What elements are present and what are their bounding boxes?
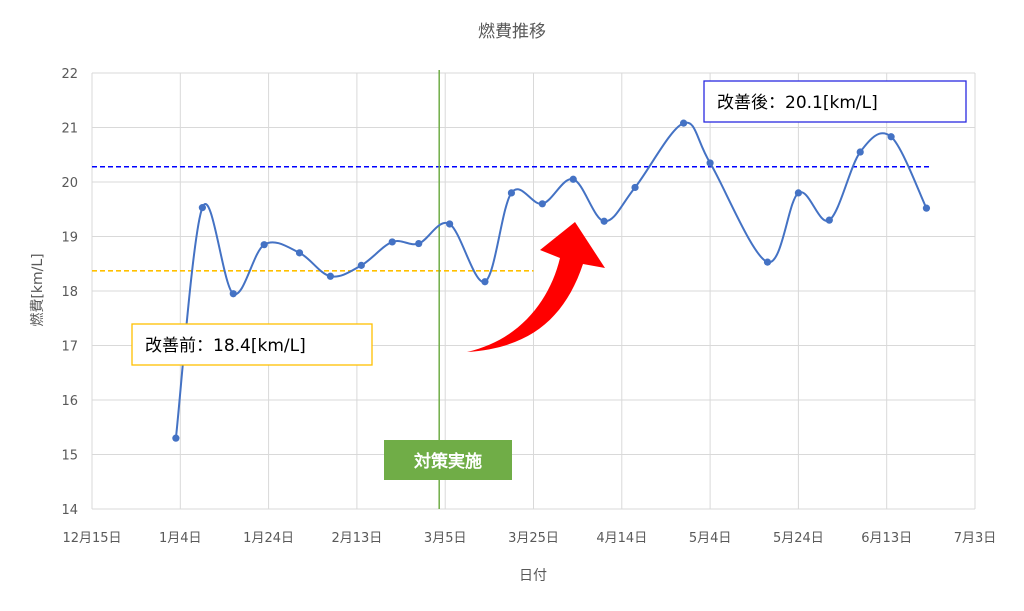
improvement-arrow xyxy=(467,222,605,352)
reference-lines xyxy=(92,165,931,272)
x-tick-label: 1月4日 xyxy=(159,531,202,546)
x-tick-label: 12月15日 xyxy=(62,531,121,546)
data-point xyxy=(295,249,304,257)
data-point xyxy=(388,238,396,246)
event-badge xyxy=(384,440,512,480)
data-point xyxy=(922,204,931,212)
x-tick-label: 3月5日 xyxy=(424,531,467,546)
grid-lines xyxy=(91,72,976,510)
x-tick-label: 6月13日 xyxy=(861,531,912,546)
data-point xyxy=(825,216,833,224)
data-point xyxy=(569,175,577,183)
y-tick-label: 22 xyxy=(61,67,78,82)
x-tick-label: 1月24日 xyxy=(243,531,294,546)
data-point xyxy=(446,220,454,228)
y-tick-label: 16 xyxy=(61,394,78,409)
x-tick-label: 5月24日 xyxy=(773,531,824,546)
data-point xyxy=(229,290,237,298)
after-average-box xyxy=(703,80,967,123)
y-tick-label: 19 xyxy=(61,231,78,246)
data-point xyxy=(538,200,546,208)
before-average-label: 改善前：18.4[km/L] xyxy=(145,336,306,356)
data-point xyxy=(357,261,365,269)
series-group xyxy=(172,119,931,442)
x-tick-label: 7月3日 xyxy=(954,531,997,546)
data-point xyxy=(794,189,803,197)
event-badge-label: 対策実施 xyxy=(413,451,482,472)
data-point xyxy=(706,159,714,167)
data-point xyxy=(481,278,489,286)
y-tick-label: 17 xyxy=(61,340,78,355)
data-point xyxy=(172,434,180,442)
data-point xyxy=(600,217,608,225)
data-point xyxy=(631,183,639,192)
data-point xyxy=(680,119,688,127)
y-tick-labels: 14 15 16 17 18 19 20 21 22 xyxy=(61,67,78,518)
data-point xyxy=(763,258,772,266)
chart-title: 燃費推移 xyxy=(478,22,546,42)
x-tick-label: 5月4日 xyxy=(689,531,732,546)
event-marker: 対策実施 xyxy=(384,70,512,509)
data-point xyxy=(415,239,423,248)
y-tick-label: 15 xyxy=(61,449,78,464)
data-point xyxy=(507,189,516,197)
y-tick-label: 14 xyxy=(61,503,78,518)
x-tick-labels: 12月15日 1月4日 1月24日 2月13日 3月5日 3月25日 4月14日 5月4日 5月… xyxy=(62,531,996,546)
arrow-shape xyxy=(467,222,605,352)
x-axis-title: 日付 xyxy=(519,568,547,584)
data-point xyxy=(887,133,895,141)
y-tick-label: 20 xyxy=(61,176,78,191)
after-average-label: 改善後：20.1[km/L] xyxy=(717,93,878,113)
data-point xyxy=(198,204,206,212)
x-tick-label: 2月13日 xyxy=(331,531,382,546)
y-tick-label: 18 xyxy=(61,285,78,300)
x-tick-label: 3月25日 xyxy=(508,531,559,546)
data-point xyxy=(856,148,864,156)
data-point xyxy=(260,241,268,249)
annotation-boxes: 改善前：18.4[km/L] 改善後：20.1[km/L] xyxy=(131,80,967,366)
before-average-box xyxy=(131,323,373,366)
y-tick-label: 21 xyxy=(61,122,78,137)
y-axis-title: 燃費[km/L] xyxy=(29,253,46,326)
series-line xyxy=(174,121,928,439)
data-point xyxy=(326,272,335,280)
x-tick-label: 4月14日 xyxy=(596,531,647,546)
